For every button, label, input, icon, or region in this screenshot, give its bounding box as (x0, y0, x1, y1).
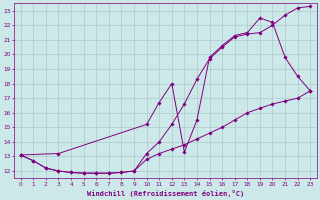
X-axis label: Windchill (Refroidissement éolien,°C): Windchill (Refroidissement éolien,°C) (87, 190, 244, 197)
